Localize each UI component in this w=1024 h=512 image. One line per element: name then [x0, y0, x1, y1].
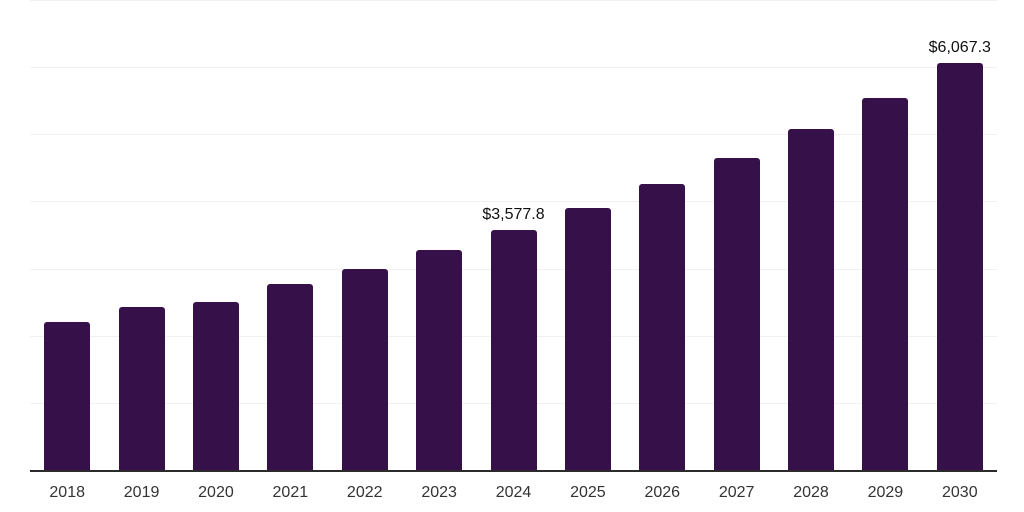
gridline-7000 — [30, 0, 997, 1]
bar-2029 — [862, 97, 909, 470]
x-tick-2027: 2027 — [718, 484, 755, 501]
x-tick-2030: 2030 — [942, 484, 978, 501]
gridline-5000 — [30, 134, 997, 136]
data-label-2030: $6,067.3 — [928, 38, 991, 56]
x-tick-2025: 2025 — [570, 484, 606, 501]
bar-2021 — [267, 283, 314, 470]
bar-2018 — [44, 321, 91, 470]
x-tick-2024: 2024 — [495, 484, 532, 501]
x-tick-2019: 2019 — [123, 484, 160, 501]
bar-2028 — [788, 128, 835, 470]
gridline-4000 — [30, 201, 997, 203]
bar-2020 — [192, 301, 239, 470]
x-tick-2018: 2018 — [49, 484, 85, 501]
x-tick-2020: 2020 — [198, 484, 234, 501]
bar-2027 — [713, 157, 760, 470]
x-tick-2022: 2022 — [346, 484, 383, 501]
x-tick-2028: 2028 — [793, 484, 829, 501]
gridline-6000 — [30, 67, 997, 69]
bar-2025 — [564, 207, 611, 470]
plot-area — [30, 0, 997, 470]
bar-2026 — [639, 183, 686, 470]
bar-2024 — [490, 229, 537, 470]
x-tick-2021: 2021 — [272, 484, 309, 501]
bar-2030 — [936, 62, 983, 470]
x-tick-2029: 2029 — [867, 484, 904, 501]
bar-2022 — [341, 268, 388, 470]
data-label-2024: $3,577.8 — [482, 205, 545, 223]
x-axis-line — [30, 470, 997, 472]
bar-2019 — [118, 306, 165, 470]
x-tick-2023: 2023 — [421, 484, 457, 501]
x-tick-2026: 2026 — [644, 484, 681, 501]
bar-2023 — [416, 249, 463, 470]
